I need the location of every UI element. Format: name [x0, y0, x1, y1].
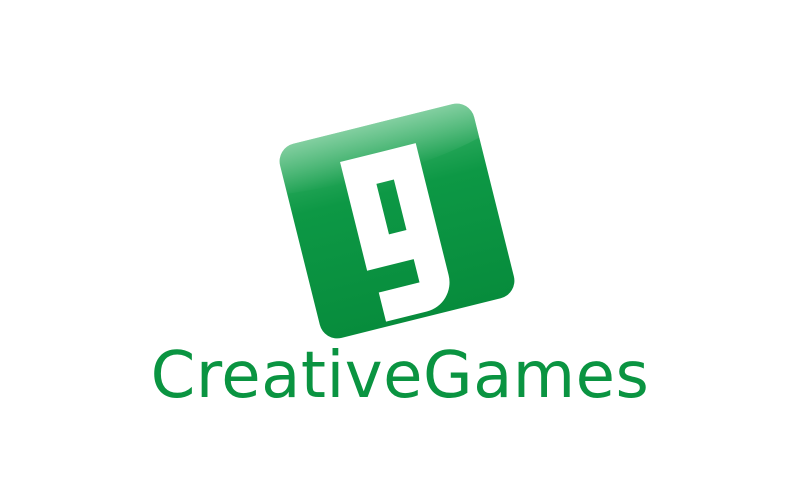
logo-mark: [258, 90, 538, 350]
logo-gloss: [279, 103, 480, 194]
logo-g-icon: [279, 103, 515, 339]
brand-wordmark: CreativeGames: [150, 339, 650, 413]
logo-letter-g: [340, 143, 450, 322]
